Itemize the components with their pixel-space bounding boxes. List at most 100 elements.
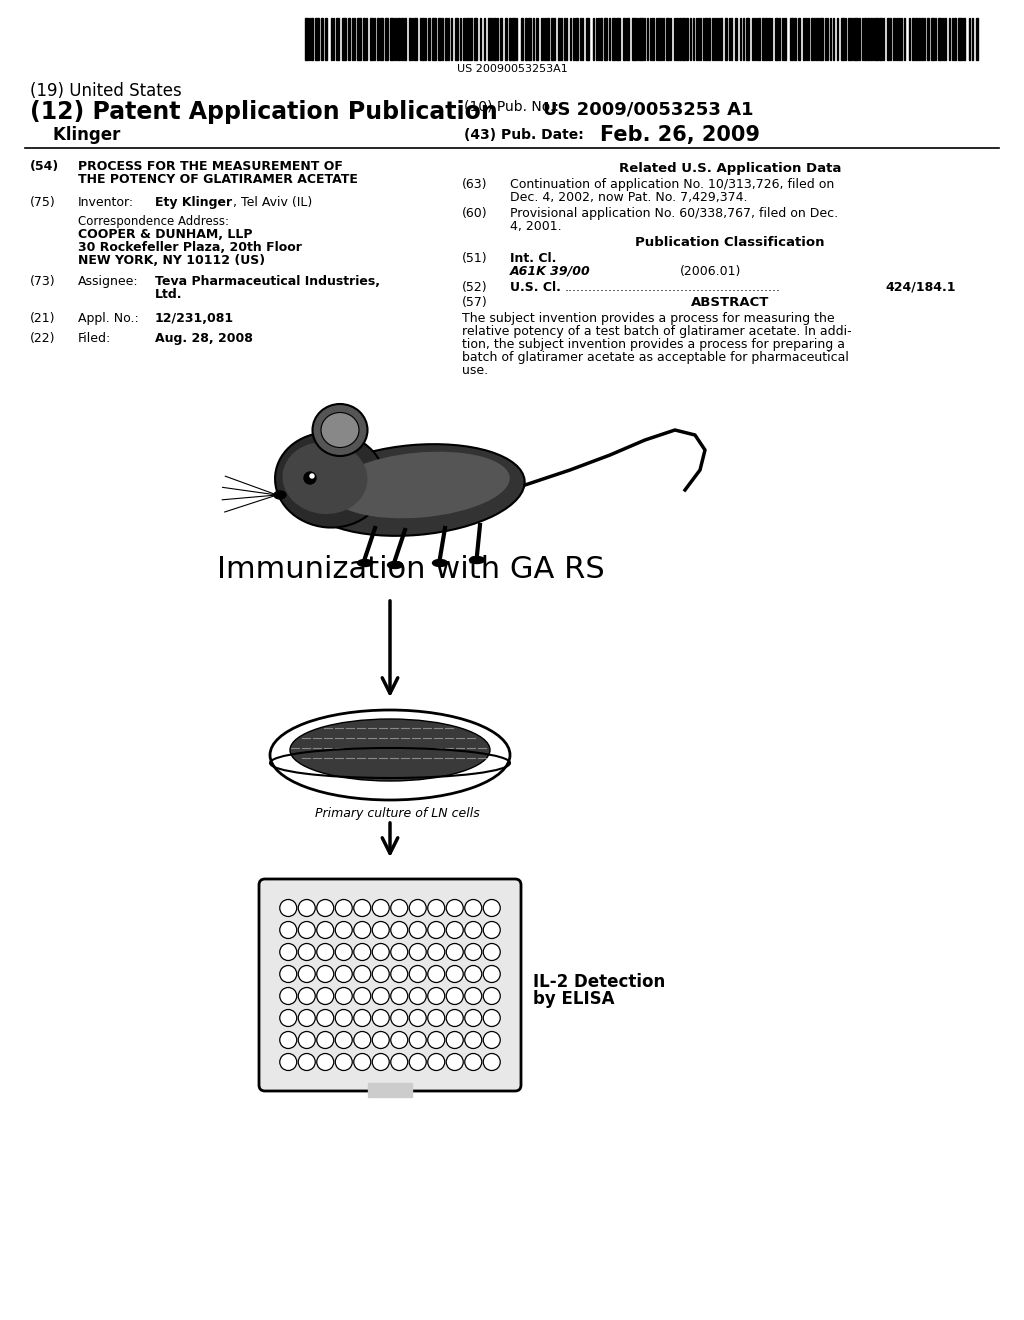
Bar [708,18,710,59]
Text: (51): (51) [462,252,487,265]
Bar [816,18,818,59]
Circle shape [304,473,316,484]
Circle shape [428,1010,444,1027]
Bar [958,18,962,59]
Circle shape [373,1010,389,1027]
Text: Inventor:: Inventor: [78,195,134,209]
Text: Aug. 28, 2008: Aug. 28, 2008 [155,333,253,345]
Circle shape [410,1053,426,1071]
Bar [551,18,553,59]
Circle shape [353,1010,371,1027]
Circle shape [465,899,481,916]
Bar [874,18,878,59]
Text: , Tel Aviv (IL): , Tel Aviv (IL) [233,195,312,209]
Bar [848,18,851,59]
Bar [586,18,589,59]
Bar [616,18,620,59]
Text: tion, the subject invention provides a process for preparing a: tion, the subject invention provides a p… [462,338,845,351]
Bar [336,18,339,59]
Circle shape [316,965,334,982]
Bar [438,18,441,59]
Circle shape [465,987,481,1005]
Ellipse shape [305,444,524,536]
Bar [357,18,361,59]
Bar [380,18,383,59]
Circle shape [428,965,444,982]
Ellipse shape [283,442,368,513]
Bar [854,18,858,59]
Circle shape [428,1053,444,1071]
Circle shape [316,1053,334,1071]
Bar [604,18,607,59]
Circle shape [410,1010,426,1027]
Text: Primary culture of LN cells: Primary culture of LN cells [315,807,480,820]
Bar [626,18,629,59]
Bar [558,18,560,59]
Circle shape [280,944,297,961]
Bar [686,18,688,59]
Bar [445,18,447,59]
Text: IL-2 Detection: IL-2 Detection [534,973,666,991]
Circle shape [280,921,297,939]
Bar [432,18,436,59]
Text: relative potency of a test batch of glatiramer acetate. In addi-: relative potency of a test batch of glat… [462,325,852,338]
Text: (43) Pub. Date:: (43) Pub. Date: [464,128,584,143]
Circle shape [483,921,501,939]
Circle shape [298,1031,315,1048]
Circle shape [280,1010,297,1027]
Text: 424/184.1: 424/184.1 [885,281,955,294]
Circle shape [298,944,315,961]
Circle shape [446,944,463,961]
Circle shape [428,1031,444,1048]
Text: (2006.01): (2006.01) [680,265,741,279]
Text: Correspondence Address:: Correspondence Address: [78,215,229,228]
Bar [841,18,844,59]
Circle shape [373,987,389,1005]
Text: batch of glatiramer acetate as acceptable for pharmaceutical: batch of glatiramer acetate as acceptabl… [462,351,849,364]
Circle shape [410,1031,426,1048]
Bar [600,18,602,59]
Bar [918,18,920,59]
Circle shape [335,1053,352,1071]
Text: ABSTRACT: ABSTRACT [691,296,769,309]
Circle shape [316,899,334,916]
Circle shape [280,965,297,982]
Circle shape [483,1053,501,1071]
Circle shape [310,474,314,478]
Bar [455,18,458,59]
Text: (57): (57) [462,296,487,309]
Bar [370,18,373,59]
Ellipse shape [274,491,286,499]
Circle shape [465,1031,481,1048]
Bar [505,18,507,59]
Circle shape [335,944,352,961]
Circle shape [353,987,371,1005]
Bar [623,18,625,59]
Ellipse shape [432,560,447,566]
Bar [963,18,965,59]
Bar [679,18,681,59]
Circle shape [391,965,408,982]
Bar [467,18,469,59]
Circle shape [446,1010,463,1027]
Text: Int. Cl.: Int. Cl. [510,252,556,265]
Circle shape [446,1031,463,1048]
Circle shape [465,921,481,939]
Circle shape [446,1053,463,1071]
Circle shape [465,1053,481,1071]
Text: (75): (75) [30,195,55,209]
Circle shape [410,899,426,916]
Bar [976,18,978,59]
Circle shape [353,965,371,982]
Text: (12) Patent Application Publication: (12) Patent Application Publication [30,100,498,124]
Text: (73): (73) [30,275,55,288]
Text: Klinger: Klinger [30,125,121,144]
Text: Immunization with GA RS: Immunization with GA RS [217,554,605,583]
Circle shape [335,965,352,982]
Text: US 2009/0053253 A1: US 2009/0053253 A1 [543,100,754,117]
Ellipse shape [331,451,510,519]
Circle shape [280,1031,297,1048]
Circle shape [391,944,408,961]
Circle shape [316,944,334,961]
Text: COOPER & DUNHAM, LLP: COOPER & DUNHAM, LLP [78,228,253,242]
